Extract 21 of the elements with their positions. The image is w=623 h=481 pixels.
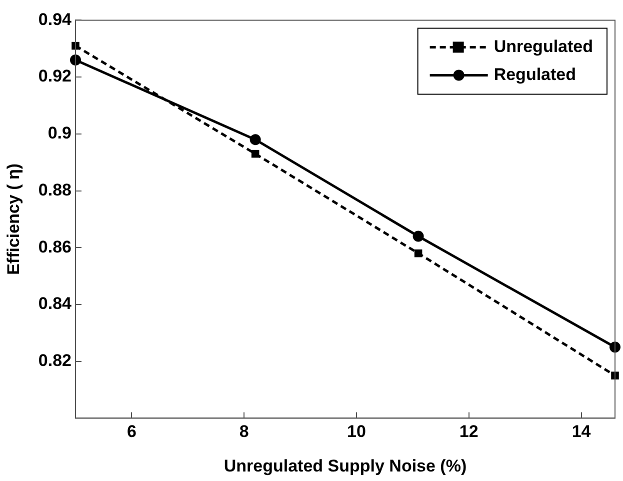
legend-label: Regulated xyxy=(494,64,576,84)
x-tick-label: 14 xyxy=(572,422,592,442)
point xyxy=(412,230,424,242)
y-tick-label: 0.86 xyxy=(38,237,72,256)
y-tick-label: 0.94 xyxy=(38,10,72,29)
point xyxy=(251,150,260,158)
x-axis-title: Unregulated Supply Noise (%) xyxy=(224,456,467,476)
point xyxy=(611,372,619,380)
x-tick-label: 8 xyxy=(239,422,249,442)
point xyxy=(414,249,422,258)
y-tick-label: 0.84 xyxy=(38,294,72,314)
legend-label: Unregulated xyxy=(494,36,594,56)
y-axis-title: Efficiency ( η) xyxy=(4,163,23,275)
x-tick-label: 6 xyxy=(126,422,136,442)
y-tick-label: 0.82 xyxy=(38,351,72,370)
y-tick-label: 0.88 xyxy=(38,180,72,200)
x-tick-label: 12 xyxy=(459,422,478,442)
y-tick-label: 0.9 xyxy=(48,124,72,143)
point xyxy=(250,134,261,146)
y-tick-label: 0.92 xyxy=(38,66,72,86)
x-tick-label: 10 xyxy=(347,422,366,442)
